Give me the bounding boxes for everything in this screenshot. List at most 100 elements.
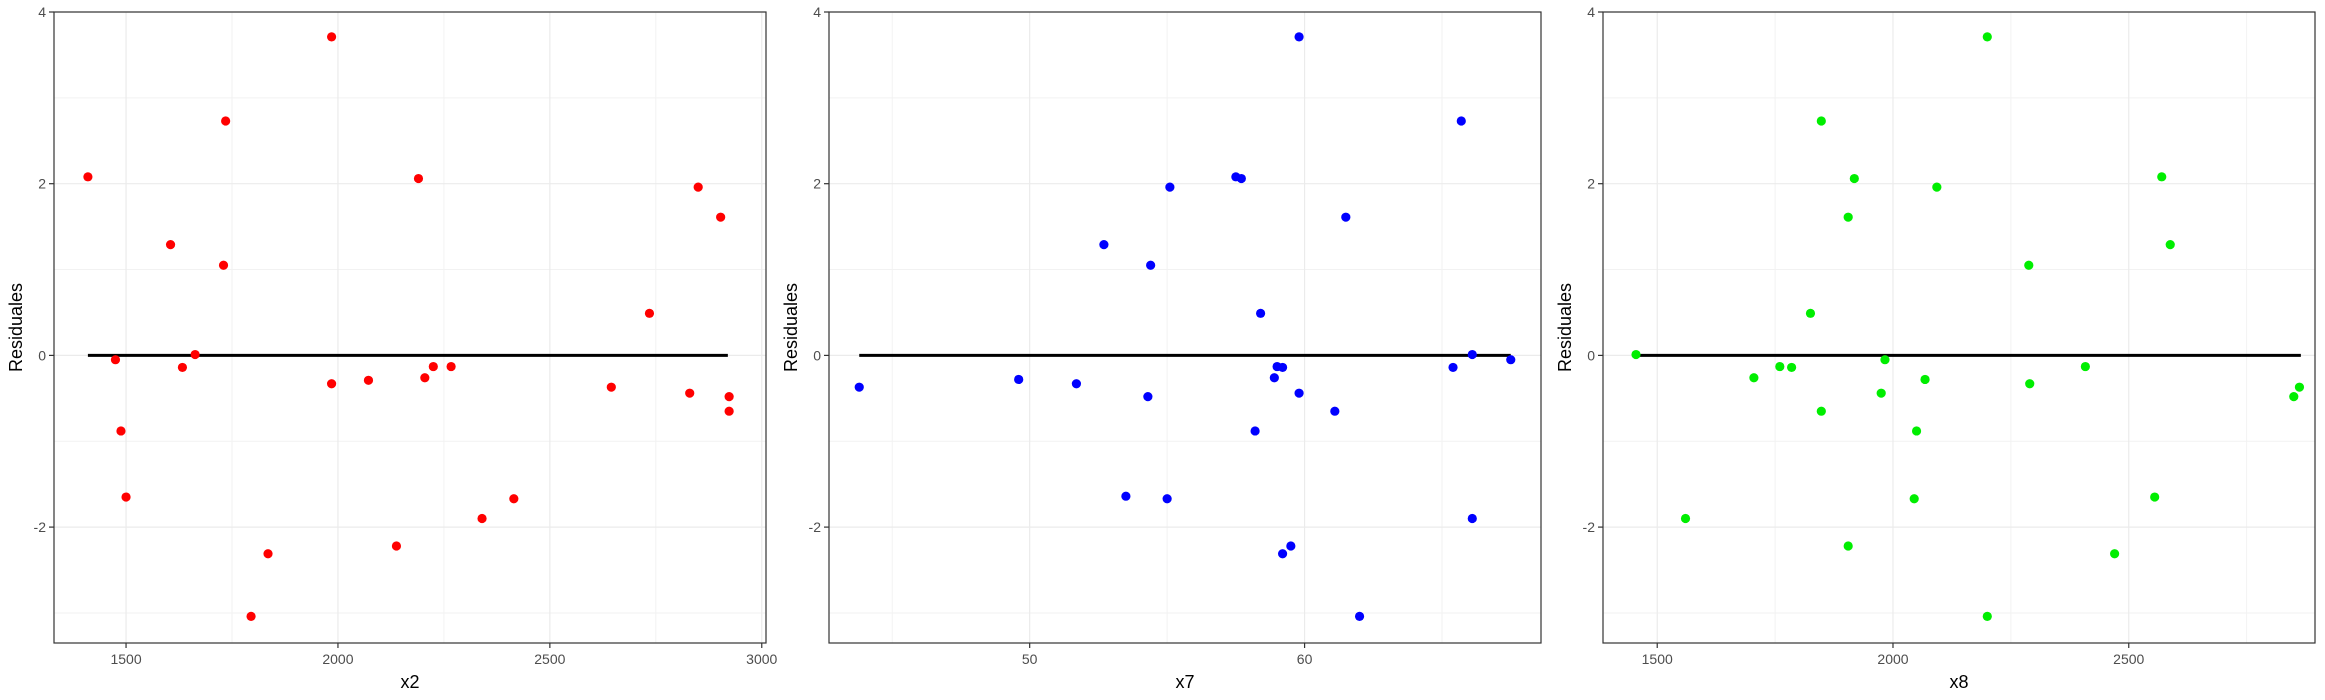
residual-point [177, 362, 188, 373]
residual-point [1121, 491, 1131, 501]
residual-point [1165, 182, 1175, 192]
x-tick-label: 60 [1297, 651, 1313, 667]
residual-point [263, 549, 273, 559]
residual-point [246, 611, 256, 621]
residual-point [1341, 212, 1351, 222]
x-tick-label: 1500 [1642, 651, 1673, 667]
residual-point [2157, 172, 2167, 182]
residual-point [2110, 549, 2120, 559]
panel-border [1602, 11, 2316, 644]
residual-point [1920, 374, 1930, 385]
y-tick-label: 2 [38, 176, 46, 192]
residual-point [2025, 379, 2035, 389]
y-tick-label: -2 [1583, 519, 1596, 535]
residual-point [83, 172, 93, 182]
residual-point [1236, 173, 1246, 184]
residual-point [391, 541, 402, 551]
residual-point [724, 392, 734, 402]
residual-point [1269, 373, 1279, 383]
residual-point [1816, 116, 1826, 126]
residual-point [1506, 355, 1516, 365]
residual-point [685, 388, 695, 398]
residual-point [1277, 549, 1288, 559]
residual-point [1749, 373, 1759, 383]
x-tick-label: 2500 [534, 651, 565, 667]
residual-point [1849, 173, 1859, 184]
residual-point [428, 361, 438, 372]
residual-point [116, 426, 126, 436]
residual-point [1286, 541, 1296, 551]
residual-point [1909, 494, 1919, 504]
residual-point [363, 375, 374, 385]
residual-point [121, 492, 131, 502]
residual-point [413, 173, 424, 184]
residual-point [1071, 379, 1082, 389]
residual-point [2289, 392, 2299, 402]
residual-point [326, 379, 337, 389]
residual-point [1294, 32, 1304, 42]
residual-point [1099, 240, 1109, 250]
residual-point [1467, 349, 1477, 360]
residual-point [1843, 212, 1853, 222]
residual-point [326, 32, 337, 42]
plot-background [54, 12, 766, 643]
panel-border [828, 11, 1542, 644]
y-tick-label: 0 [38, 347, 46, 363]
residual-point [1880, 355, 1890, 365]
residual-point [724, 406, 734, 416]
panel-x8: -2 0 2 4 1500 2000 2500 x8 Residuales [1555, 4, 2316, 692]
y-tick-label: 2 [813, 176, 821, 192]
residual-point [1448, 362, 1458, 373]
residual-point [606, 382, 616, 392]
residual-point [1354, 611, 1365, 621]
residual-point [1277, 362, 1288, 373]
residual-point [2080, 361, 2090, 372]
y-tick-label: 4 [813, 4, 821, 20]
residual-point [693, 182, 703, 192]
y-tick-label: -2 [34, 519, 47, 535]
residual-point [1775, 361, 1785, 372]
x-tick-label: 1500 [110, 651, 141, 667]
residual-point [509, 494, 519, 504]
residual-point [1143, 392, 1153, 402]
residual-point [190, 349, 200, 360]
residual-point [854, 382, 864, 392]
residual-point [1911, 426, 1922, 436]
y-axis-title: Residuales [6, 283, 26, 372]
residual-point [1014, 374, 1024, 385]
x-axis-title: x8 [1949, 672, 1968, 692]
residual-point [1787, 362, 1797, 373]
residual-point [1467, 513, 1477, 524]
x-tick-label: 3000 [746, 651, 777, 667]
y-tick-label: 0 [1587, 347, 1595, 363]
x-tick-label: 50 [1022, 651, 1038, 667]
y-axis-title: Residuales [781, 283, 801, 372]
residual-point [1932, 182, 1942, 192]
residual-point [165, 240, 176, 250]
residual-point [1805, 308, 1816, 318]
residual-point [2165, 240, 2175, 250]
y-axis-title: Residuales [1555, 283, 1575, 372]
residual-point [1631, 349, 1641, 360]
residual-point [420, 373, 430, 383]
residual-point [446, 361, 456, 372]
residual-point [1330, 406, 1340, 416]
residual-point [644, 308, 655, 318]
residual-point [1982, 611, 1992, 621]
panel-border [53, 11, 767, 644]
residual-point [1982, 32, 1992, 42]
residual-point [110, 355, 121, 365]
residual-point [1294, 388, 1304, 398]
residual-point [218, 260, 229, 270]
plot-background [829, 12, 1541, 643]
x-axis-title: x7 [1175, 672, 1194, 692]
residual-point [1250, 426, 1260, 436]
residual-point [1162, 494, 1172, 504]
x-tick-label: 2000 [1877, 651, 1908, 667]
y-tick-label: 4 [1587, 4, 1595, 20]
residual-point [1680, 513, 1691, 524]
y-tick-label: 4 [38, 4, 46, 20]
residual-point [1255, 308, 1266, 318]
residual-point [1876, 388, 1886, 398]
